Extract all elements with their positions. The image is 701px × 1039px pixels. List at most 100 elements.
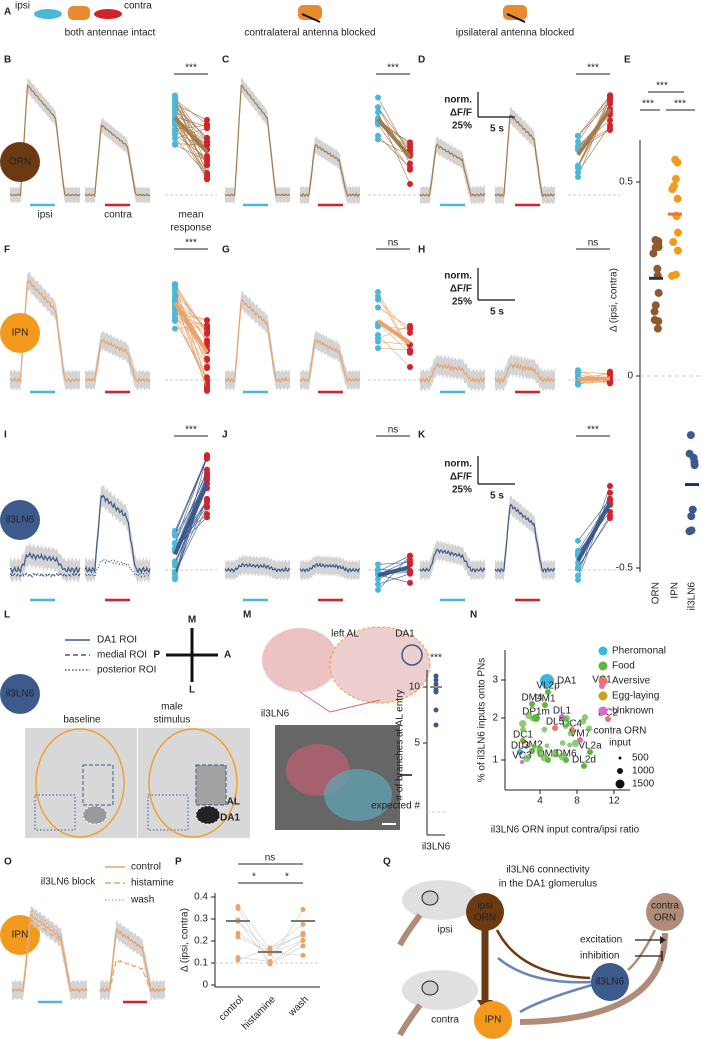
panel-letter: F — [4, 245, 10, 256]
line — [174, 134, 208, 159]
trace — [419, 548, 486, 574]
label: 5 — [414, 738, 420, 749]
al — [421, 890, 439, 906]
dot — [607, 370, 613, 377]
dot — [204, 159, 210, 166]
data-point — [551, 750, 559, 758]
brain-icon — [68, 6, 90, 20]
line — [299, 691, 331, 713]
data-point — [559, 740, 566, 746]
label: *** — [430, 653, 442, 664]
label: 2 — [492, 713, 498, 724]
line — [174, 293, 208, 330]
dot — [204, 141, 210, 148]
dot — [407, 322, 413, 329]
roi — [82, 764, 114, 806]
dot — [673, 194, 682, 203]
label: il3LN6 — [422, 842, 451, 853]
dot — [375, 576, 381, 583]
cell-badge — [0, 313, 40, 353]
line — [237, 957, 271, 962]
panel-letter: A — [4, 7, 11, 18]
brain — [402, 970, 478, 1010]
dot — [172, 98, 178, 105]
dot — [204, 153, 210, 160]
trace — [11, 909, 88, 992]
trace — [224, 298, 291, 384]
legend-swatch — [598, 646, 608, 656]
size-swatch — [615, 779, 625, 789]
label: 8 — [574, 796, 580, 807]
arrowhead — [660, 936, 666, 944]
data-point — [517, 749, 523, 755]
dot — [375, 345, 381, 352]
inhibition — [519, 983, 593, 1014]
dot — [375, 586, 381, 593]
dot — [669, 238, 678, 247]
label: mean — [178, 210, 203, 221]
point-label: DL2d — [572, 755, 596, 766]
dot — [673, 246, 682, 255]
label: posterior ROI — [97, 665, 156, 676]
panel-letter: O — [4, 857, 12, 868]
label: histamine — [131, 878, 174, 889]
dot — [407, 141, 413, 148]
data-point — [566, 720, 572, 727]
dot — [607, 117, 613, 124]
trace-band — [420, 354, 485, 392]
label: wash — [130, 895, 154, 906]
line — [577, 101, 611, 137]
label: L — [189, 685, 195, 696]
label: in the DA1 glomerulus — [499, 879, 597, 890]
line — [237, 919, 271, 965]
label: il3LN6 ORN input contra/ipsi ratio — [491, 825, 640, 836]
cell-badge — [0, 674, 40, 714]
trace — [224, 84, 291, 197]
label: -0.5 — [616, 563, 634, 574]
label: male — [161, 702, 183, 713]
dot — [172, 539, 178, 546]
dot — [204, 355, 210, 362]
label: DA1 — [220, 813, 240, 824]
significance: ns — [388, 238, 399, 249]
image — [138, 728, 250, 838]
data-point — [541, 726, 548, 733]
label: contra — [651, 901, 679, 912]
label: Unknown — [612, 706, 654, 717]
significance: *** — [587, 425, 599, 436]
dot — [267, 958, 273, 964]
label: ΔF/F — [450, 108, 472, 119]
data-point — [531, 744, 537, 750]
line — [377, 323, 411, 354]
label: 5 s — [490, 124, 504, 135]
dot — [607, 122, 613, 129]
node — [591, 963, 629, 1001]
legend-swatch — [598, 676, 608, 686]
dot — [575, 572, 581, 579]
label: ΔF/F — [450, 472, 472, 483]
panel-letter: J — [222, 430, 228, 441]
dot — [172, 93, 178, 100]
dot — [575, 369, 581, 376]
dot — [204, 325, 210, 332]
al-outline — [35, 728, 125, 838]
dot — [671, 174, 680, 183]
dot — [375, 288, 381, 295]
data-point — [522, 754, 531, 763]
line — [174, 286, 208, 335]
line — [577, 371, 611, 374]
trace — [494, 503, 556, 574]
trace-band — [420, 540, 485, 581]
dot — [651, 236, 660, 245]
panel-letter: D — [418, 55, 425, 66]
label: baseline — [63, 715, 101, 726]
line — [174, 299, 208, 329]
line — [377, 347, 411, 351]
line — [173, 482, 209, 556]
antenna — [397, 913, 423, 947]
trace — [299, 339, 361, 383]
inhibition — [497, 957, 593, 984]
brain — [402, 880, 478, 920]
dot — [204, 504, 210, 511]
data-point — [586, 725, 593, 732]
